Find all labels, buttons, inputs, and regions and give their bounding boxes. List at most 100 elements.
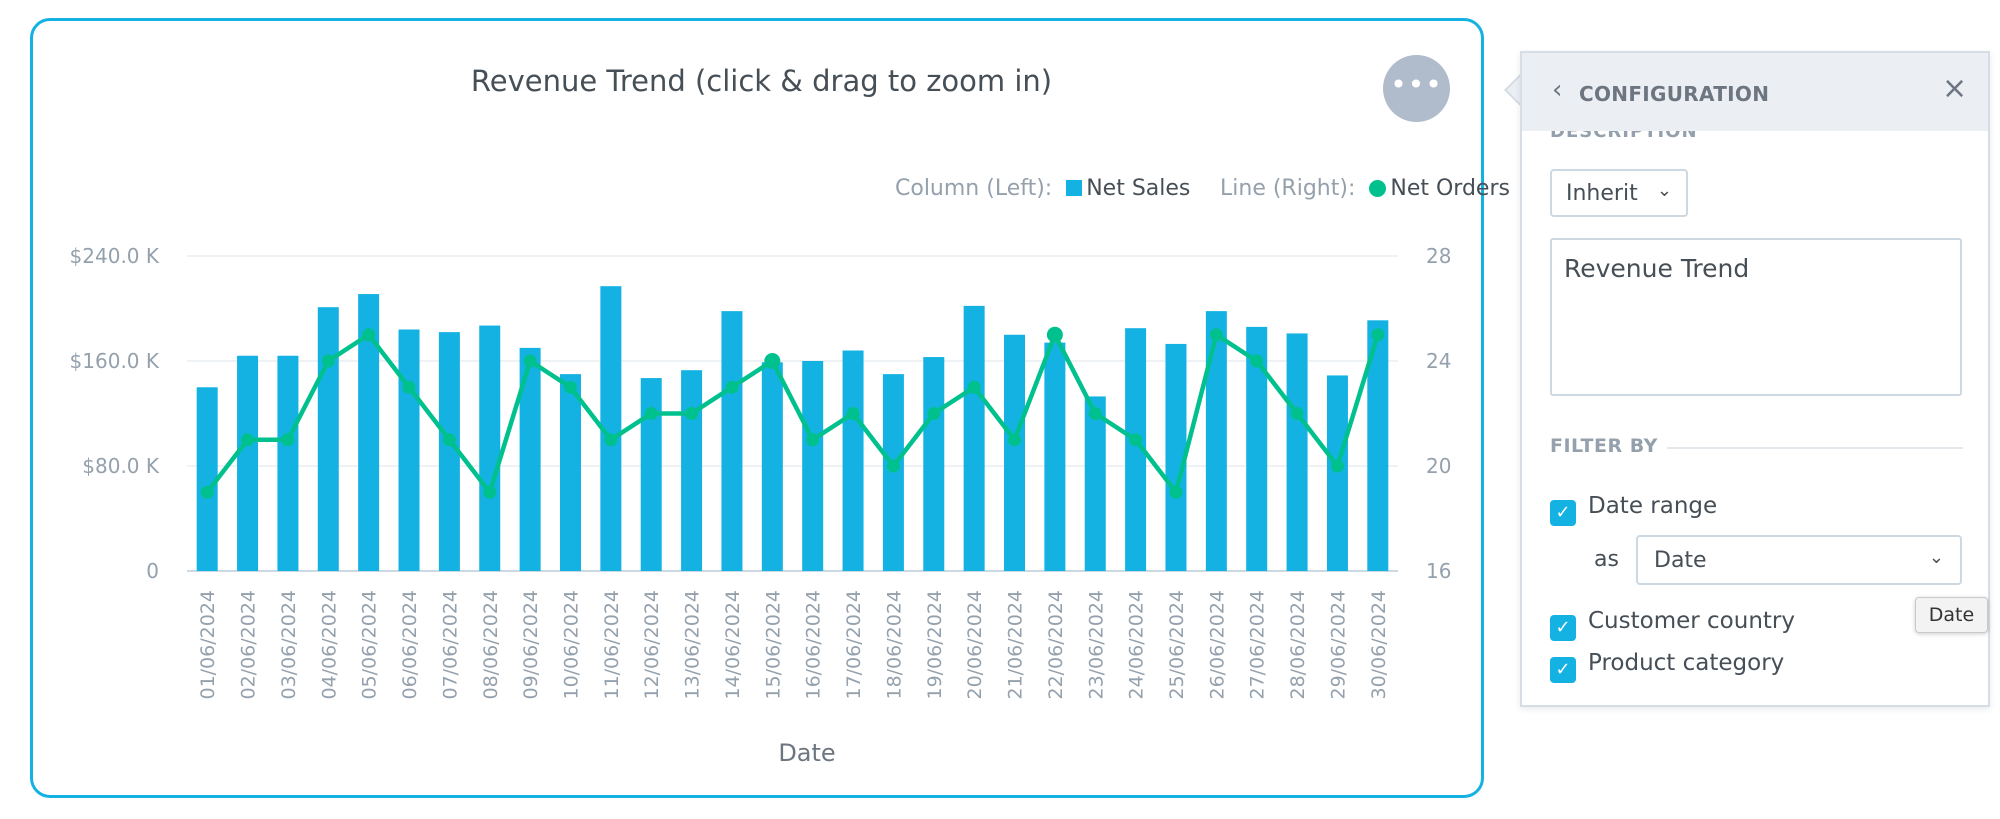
bar-net-sales[interactable] [1084,396,1106,571]
point-net-orders[interactable] [1129,433,1143,447]
point-net-orders[interactable] [685,407,699,420]
panel-title[interactable]: CONFIGURATION [1579,82,1770,106]
date-dimension-select[interactable]: Date ⌄ [1636,535,1962,585]
bar-net-sales[interactable] [277,355,299,571]
y-left-tick-label: 0 [146,559,159,583]
bar-net-sales[interactable] [317,307,339,571]
point-net-orders[interactable] [806,433,820,447]
chevron-left-icon[interactable]: ‹ [1552,75,1563,105]
chart-title: Revenue Trend (click & drag to zoom in) [470,64,1053,98]
point-net-orders[interactable] [1088,407,1102,420]
point-net-orders[interactable] [886,459,900,473]
x-tick-label: 07/06/2024 [439,590,461,700]
bar-net-sales[interactable] [842,350,864,572]
bar-net-sales[interactable] [1004,334,1026,571]
x-tick-label: 19/06/2024 [924,590,946,700]
bar-net-sales[interactable] [721,311,743,571]
x-tick-label: 02/06/2024 [238,590,260,700]
bar-net-sales[interactable] [398,329,420,572]
y-right-tick-label: 28 [1426,244,1451,268]
point-net-orders[interactable] [442,433,456,447]
point-net-orders[interactable] [1046,326,1063,343]
y-left-tick-label: $160.0 K [70,349,160,373]
point-net-orders[interactable] [1371,328,1385,342]
bar-net-sales[interactable] [1165,343,1187,571]
bar-net-sales[interactable] [358,294,380,571]
bar-net-sales[interactable] [1044,342,1066,571]
bar-net-sales[interactable] [1205,311,1227,571]
checkbox-checked-icon[interactable]: ✓ [1550,657,1576,683]
bar-net-sales[interactable] [802,361,824,571]
line-net-orders[interactable] [205,332,1380,495]
ellipsis-icon: ••• [1390,68,1443,101]
x-tick-label: 08/06/2024 [480,590,502,700]
bar-net-sales[interactable] [1125,328,1147,571]
combo-chart[interactable]: 0 $80.0 K $160.0 K $240.0 K 16 20 24 28 01/06/20… [0,0,1523,819]
bar-net-sales[interactable] [237,355,259,571]
bar-net-sales[interactable] [1326,375,1348,571]
bar-net-sales[interactable] [882,374,904,571]
bar-net-sales[interactable] [1246,326,1268,571]
legend-net-orders-swatch [1369,180,1387,197]
point-net-orders[interactable] [402,380,416,394]
filter-date-range[interactable]: ✓ Date range [1550,493,1717,526]
description-textarea[interactable]: Revenue Trend [1550,238,1962,396]
point-net-orders[interactable] [200,485,214,499]
x-tick-label: 11/06/2024 [601,590,623,700]
bar-net-sales[interactable] [1286,333,1308,571]
point-net-orders[interactable] [321,354,335,368]
bar-net-sales[interactable] [640,378,662,571]
x-tick-label: 23/06/2024 [1085,590,1107,700]
legend-column: Column (Left): Net Sales [895,176,1190,201]
bar-net-sales[interactable] [1367,320,1389,571]
point-net-orders[interactable] [1250,354,1264,368]
bar-net-sales[interactable] [600,286,622,571]
bar-net-sales[interactable] [196,387,218,571]
filter-customer-country[interactable]: ✓ Customer country [1550,608,1795,641]
panel-header: ‹ CONFIGURATION × [1522,53,1988,131]
bar-net-sales[interactable] [479,325,501,571]
point-net-orders[interactable] [1169,485,1183,499]
point-net-orders[interactable] [604,433,618,447]
point-net-orders[interactable] [927,407,941,420]
point-net-orders[interactable] [967,380,981,394]
close-icon[interactable]: × [1942,71,1968,106]
point-net-orders[interactable] [764,353,781,369]
checkbox-checked-icon[interactable]: ✓ [1550,615,1576,641]
bar-net-sales[interactable] [559,374,581,571]
legend-net-orders[interactable]: Net Orders [1390,176,1510,201]
point-net-orders[interactable] [1330,459,1344,473]
x-tick-label: 04/06/2024 [318,590,340,700]
bar-net-sales[interactable] [923,357,945,571]
x-tick-label: 29/06/2024 [1327,590,1349,700]
chart-widget[interactable] [30,18,1484,798]
bar-net-sales[interactable] [519,347,541,571]
bar-net-sales[interactable] [963,305,985,571]
bar-net-sales[interactable] [681,370,703,571]
point-net-orders[interactable] [1209,328,1223,342]
point-net-orders[interactable] [563,380,577,394]
legend-line-label: Line (Right): [1220,176,1356,201]
point-net-orders[interactable] [281,433,295,447]
point-net-orders[interactable] [241,433,255,447]
as-label: as [1594,547,1619,572]
point-net-orders[interactable] [523,354,537,368]
checkbox-checked-icon[interactable]: ✓ [1550,500,1576,526]
bar-net-sales[interactable] [438,332,460,571]
bar-net-sales[interactable] [761,362,783,571]
filter-product-category[interactable]: ✓ Product category [1550,650,1784,683]
widget-menu-button[interactable]: ••• [1383,55,1450,122]
x-tick-label: 17/06/2024 [843,590,865,700]
legend-net-sales[interactable]: Net Sales [1086,176,1191,201]
point-net-orders[interactable] [1008,433,1022,447]
tooltip: Date [1915,597,1988,633]
point-net-orders[interactable] [1290,407,1304,420]
x-axis-title: Date [778,739,835,767]
chevron-down-icon: ⌄ [1928,547,1944,568]
description-source-dropdown[interactable]: Inherit ⌄ [1550,169,1688,217]
point-net-orders[interactable] [483,485,497,499]
point-net-orders[interactable] [846,407,860,420]
point-net-orders[interactable] [644,407,658,420]
point-net-orders[interactable] [725,380,739,394]
point-net-orders[interactable] [362,328,376,342]
